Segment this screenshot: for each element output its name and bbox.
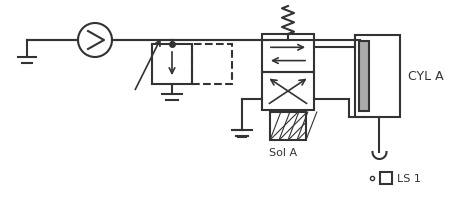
- Bar: [359, 42, 369, 112]
- Text: Sol A: Sol A: [269, 147, 297, 157]
- Bar: [380, 172, 392, 184]
- Bar: [262, 73, 314, 110]
- Bar: [270, 113, 306, 140]
- Text: CYL A: CYL A: [408, 70, 444, 83]
- Text: LS 1: LS 1: [397, 173, 421, 183]
- Bar: [262, 35, 314, 73]
- Bar: [152, 45, 192, 85]
- Bar: [192, 45, 232, 85]
- Bar: [355, 36, 400, 117]
